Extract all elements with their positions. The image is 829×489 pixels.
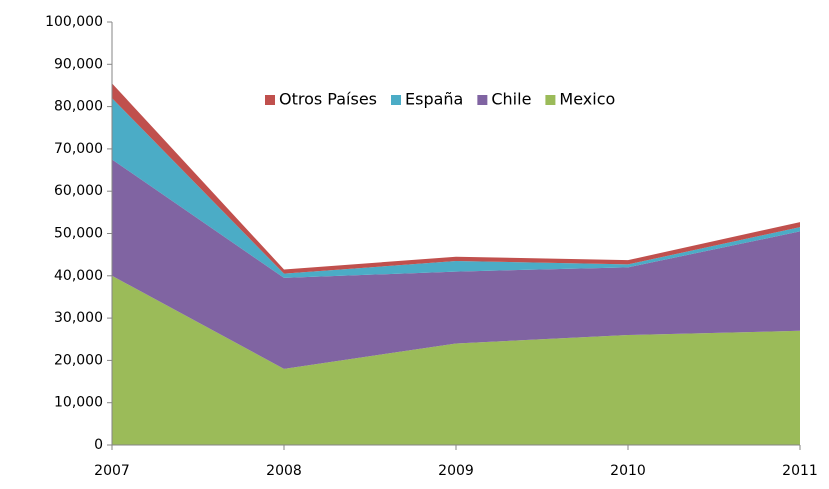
y-tick-label: 50,000 [54,226,103,242]
x-tick-label: 2010 [610,463,646,479]
y-tick-label: 40,000 [54,268,103,284]
y-tick-label: 20,000 [54,352,103,368]
area [112,159,800,369]
y-tick-label: 60,000 [54,183,103,199]
x-tick-label: 2011 [782,463,818,479]
legend-swatch [545,95,556,105]
legend-swatch [265,95,275,105]
legend-swatch [391,95,401,105]
legend-label: Mexico [559,90,615,109]
area [112,275,800,445]
legend-label: Chile [491,90,531,109]
y-tick-label: 100,000 [45,14,103,30]
y-tick-label: 70,000 [54,141,103,157]
legend-label: Otros Países [279,90,377,109]
x-tick-label: 2009 [438,463,474,479]
y-tick-label: 30,000 [54,310,103,326]
legend-swatch [477,95,488,105]
y-tick-label: 10,000 [54,395,103,411]
x-tick-label: 2007 [94,463,130,479]
y-tick-label: 80,000 [54,99,103,115]
y-tick-label: 90,000 [54,56,103,72]
y-tick-label: 0 [94,437,103,453]
legend-label: España [405,90,463,109]
x-tick-label: 2008 [266,463,302,479]
